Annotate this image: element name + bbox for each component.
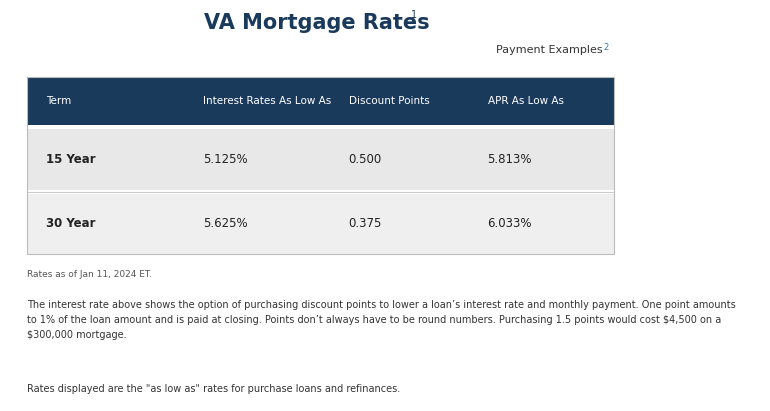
FancyBboxPatch shape [27,77,614,125]
Text: 2: 2 [603,43,608,52]
Text: 15 Year: 15 Year [45,153,95,166]
Text: 6.033%: 6.033% [487,217,532,231]
Text: APR As Low As: APR As Low As [487,96,564,106]
Text: Discount Points: Discount Points [349,96,430,106]
FancyBboxPatch shape [27,194,614,254]
Text: Term: Term [45,96,71,106]
Text: VA Mortgage Rates: VA Mortgage Rates [204,13,430,33]
Text: 30 Year: 30 Year [45,217,95,231]
Text: 5.125%: 5.125% [203,153,248,166]
Text: 0.375: 0.375 [349,217,382,231]
Text: Rates displayed are the "as low as" rates for purchase loans and refinances.: Rates displayed are the "as low as" rate… [27,384,400,394]
Text: 0.500: 0.500 [349,153,382,166]
Text: Payment Examples: Payment Examples [496,46,602,55]
FancyBboxPatch shape [27,129,614,189]
Text: The interest rate above shows the option of purchasing discount points to lower : The interest rate above shows the option… [27,300,735,340]
Text: Interest Rates As Low As: Interest Rates As Low As [203,96,332,106]
Text: 5.813%: 5.813% [487,153,532,166]
Text: Rates as of Jan 11, 2024 ET.: Rates as of Jan 11, 2024 ET. [27,270,152,279]
Text: 1: 1 [410,10,417,21]
Text: 5.625%: 5.625% [203,217,248,231]
